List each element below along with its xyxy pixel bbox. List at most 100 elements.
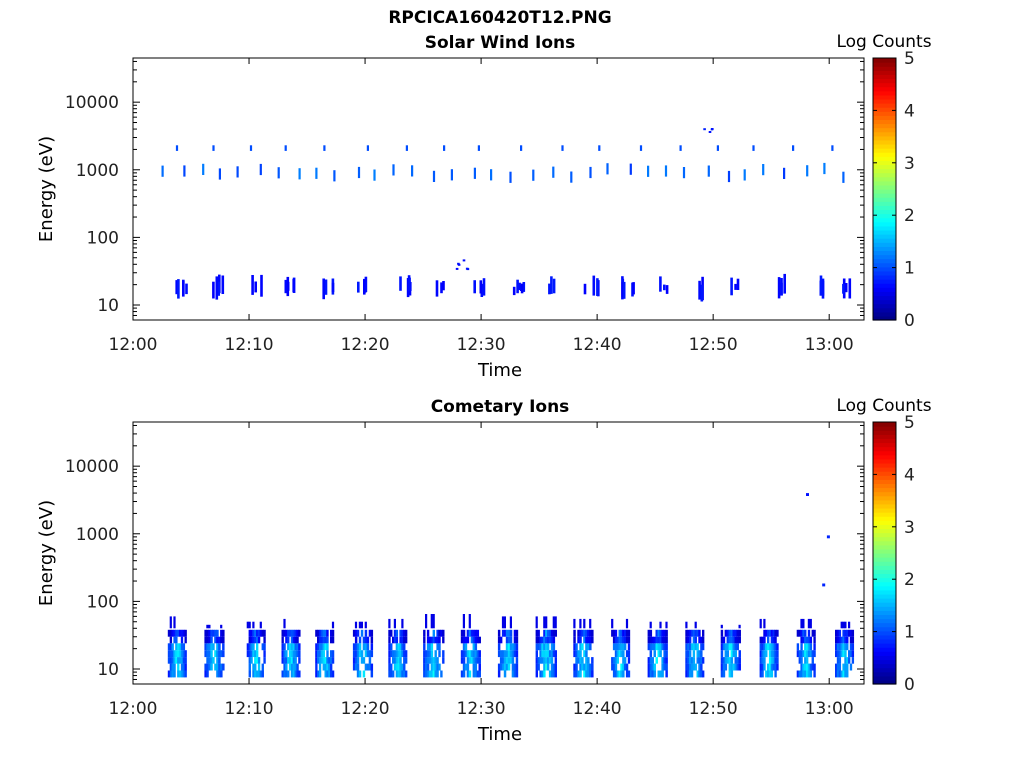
spectrogram-cell: [354, 636, 358, 644]
spectrogram-cell: [330, 670, 333, 678]
colorbar-segment: [873, 503, 896, 509]
spectrogram-cell: [364, 621, 367, 629]
spectrogram-cell: [702, 643, 705, 651]
spectrogram-cell: [543, 650, 546, 658]
spectrogram-cell: [318, 663, 322, 671]
spectrogram-cell: [393, 657, 397, 664]
spectrogram-cell: [520, 145, 523, 151]
spectrogram-cell: [618, 629, 621, 637]
spectrogram-cell: [503, 657, 507, 664]
spectrogram-cell: [298, 670, 301, 678]
spectrogram-cell: [513, 643, 517, 651]
spectrogram-cell: [836, 636, 840, 644]
spectrogram-cell: [403, 636, 406, 644]
colorbar-segment: [873, 483, 896, 489]
colorbar-segment: [873, 606, 896, 611]
spectrogram-cell: [285, 629, 288, 637]
spectrogram-cell: [220, 670, 223, 678]
spectrogram-cell: [844, 670, 847, 678]
spectrogram-cell: [663, 643, 666, 651]
spectrogram-cell: [783, 167, 786, 179]
spectrogram-cell: [550, 276, 553, 294]
spectrogram-cell: [206, 636, 209, 644]
spectrogram-cell: [256, 629, 259, 637]
spectrogram-cell: [579, 629, 582, 637]
colorbar-segment: [873, 520, 896, 525]
spectrogram-cell: [326, 650, 329, 658]
spectrogram-cell: [370, 670, 374, 678]
colorbar-segment: [873, 667, 896, 673]
spectrogram-cell: [330, 650, 333, 658]
spectrogram-cell: [184, 670, 187, 678]
spectrogram-cell: [331, 670, 335, 678]
spectrogram-cell: [649, 621, 652, 629]
spectrogram-cell: [261, 643, 264, 651]
spectrogram-cell: [393, 636, 397, 644]
spectrogram-cell: [851, 629, 855, 637]
spectrogram-cell: [612, 657, 616, 664]
colorbar-frame: [872, 421, 897, 685]
spectrogram-cell: [173, 629, 176, 637]
spectrogram-cell: [322, 663, 325, 671]
spectrogram-cell: [357, 281, 360, 293]
spectrogram-cell: [807, 670, 811, 678]
colorbar-segment: [873, 74, 896, 80]
spectrogram-cell: [823, 162, 826, 175]
spectrogram-cell: [738, 650, 741, 658]
colorbar-segment: [873, 209, 896, 215]
spectrogram-cell: [627, 629, 631, 637]
spectrogram-cell: [804, 670, 807, 678]
colorbar-segment: [873, 70, 896, 75]
spectrogram-cell: [221, 275, 225, 294]
spectrogram-cell: [761, 657, 764, 664]
spectrogram-cell: [819, 275, 823, 296]
spectrogram-cell: [428, 643, 432, 651]
spectrogram-cell: [277, 167, 280, 179]
spectrogram-cell: [478, 663, 481, 671]
spectrogram-cell: [360, 650, 364, 658]
spectrogram-cell: [254, 663, 257, 671]
spectrogram-cell: [844, 636, 847, 644]
spectrogram-cell: [768, 650, 772, 658]
spectrogram-cell: [657, 650, 660, 658]
spectrogram-cell: [759, 663, 762, 671]
spectrogram-cell: [220, 663, 223, 671]
spectrogram-cell: [653, 670, 656, 678]
spectrogram-cell: [685, 643, 688, 651]
spectrogram-cell: [256, 657, 259, 664]
spectrogram-cell: [835, 629, 838, 637]
spectrogram-cell: [326, 663, 329, 671]
spectrogram-cell: [250, 629, 253, 637]
spectrogram-cell: [399, 650, 402, 658]
spectrogram-cell: [220, 650, 223, 658]
spectrogram-cell: [425, 650, 428, 658]
spectrogram-cell: [800, 657, 803, 664]
spectrogram-cell: [248, 629, 251, 637]
spectrogram-cell: [206, 650, 209, 658]
spectrogram-cell: [317, 657, 320, 664]
spectrogram-cell: [802, 618, 805, 629]
spectrogram-cell: [363, 278, 366, 295]
spectrogram-cell: [259, 621, 262, 629]
spectrogram-cell: [842, 171, 845, 183]
spectrogram-cell: [220, 624, 223, 629]
spectrogram-cell: [692, 636, 696, 644]
spectrogram-cell: [252, 636, 255, 644]
spectrogram-cell: [585, 636, 588, 644]
spectrogram-cell: [184, 657, 187, 664]
colorbar-segment: [873, 254, 896, 260]
spectrogram-cell: [659, 621, 662, 629]
spectrogram-cell: [587, 629, 590, 637]
spectrogram-cell: [720, 650, 724, 658]
spectrogram-cell: [315, 643, 318, 651]
spectrogram-cell: [208, 624, 211, 629]
spectrogram-cell: [720, 629, 724, 637]
spectrogram-cell: [182, 643, 186, 651]
spectrogram-cell: [248, 657, 251, 664]
spectrogram-cell: [614, 663, 618, 671]
spectrogram-cell: [806, 643, 809, 651]
spectrogram-cell: [679, 145, 682, 151]
spectrogram-cell: [322, 657, 325, 664]
spectrogram-cell: [505, 643, 509, 651]
spectrogram-cell: [759, 643, 762, 651]
